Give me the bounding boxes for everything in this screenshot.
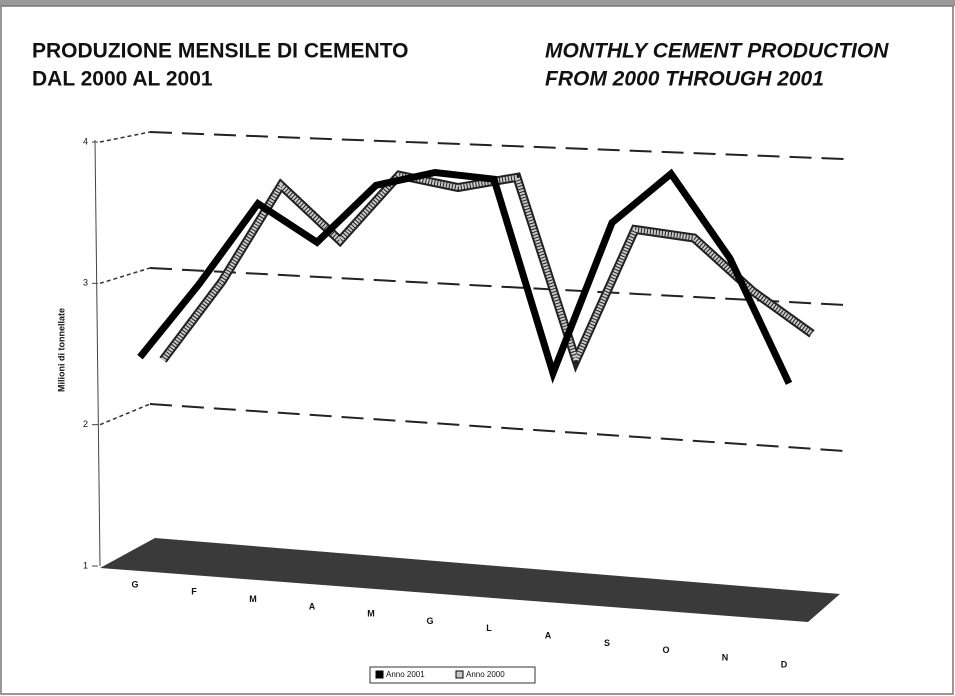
y-tick-label: 2 [83,419,88,429]
y-tick-label: 4 [83,136,88,146]
chart-title: PRODUZIONE MENSILE DI CEMENTO [32,40,408,63]
y-tick-label: 1 [83,560,88,570]
x-tick-label: M [249,594,257,604]
x-tick-label: N [722,652,729,662]
grid-line [149,267,846,306]
x-tick-label: A [545,630,552,640]
grid-line [149,403,846,452]
legend-label: Anno 2000 [466,670,505,679]
legend-swatch [375,670,384,679]
series-ribbon [161,172,814,368]
x-tick-label: D [781,660,788,670]
floor [100,538,840,622]
grid-line [149,131,846,160]
chart-subtitle: FROM 2000 THROUGH 2001 [545,68,824,91]
grid-line [99,131,151,143]
x-tick-label: G [426,616,433,626]
x-tick-label: O [662,645,669,655]
x-tick-label: A [309,601,316,611]
chart-title: DAL 2000 AL 2001 [32,68,213,91]
y-axis-label: Milioni di tonnellate [56,308,66,392]
x-tick-label: L [486,623,492,633]
grid-line [99,403,151,426]
x-tick-label: S [604,638,610,648]
y-axis [94,139,101,567]
legend [369,666,536,684]
grid-line [99,267,151,285]
x-tick-label: G [131,579,138,589]
frame [0,5,954,695]
series-line [137,168,793,385]
y-tick-label: 3 [83,278,88,288]
legend-label: Anno 2001 [386,670,425,679]
x-tick-label: F [191,587,197,597]
top-bar [0,0,955,6]
chart-subtitle: MONTHLY CEMENT PRODUCTION [545,40,889,63]
x-tick-label: M [367,609,375,619]
legend-swatch [455,670,464,679]
